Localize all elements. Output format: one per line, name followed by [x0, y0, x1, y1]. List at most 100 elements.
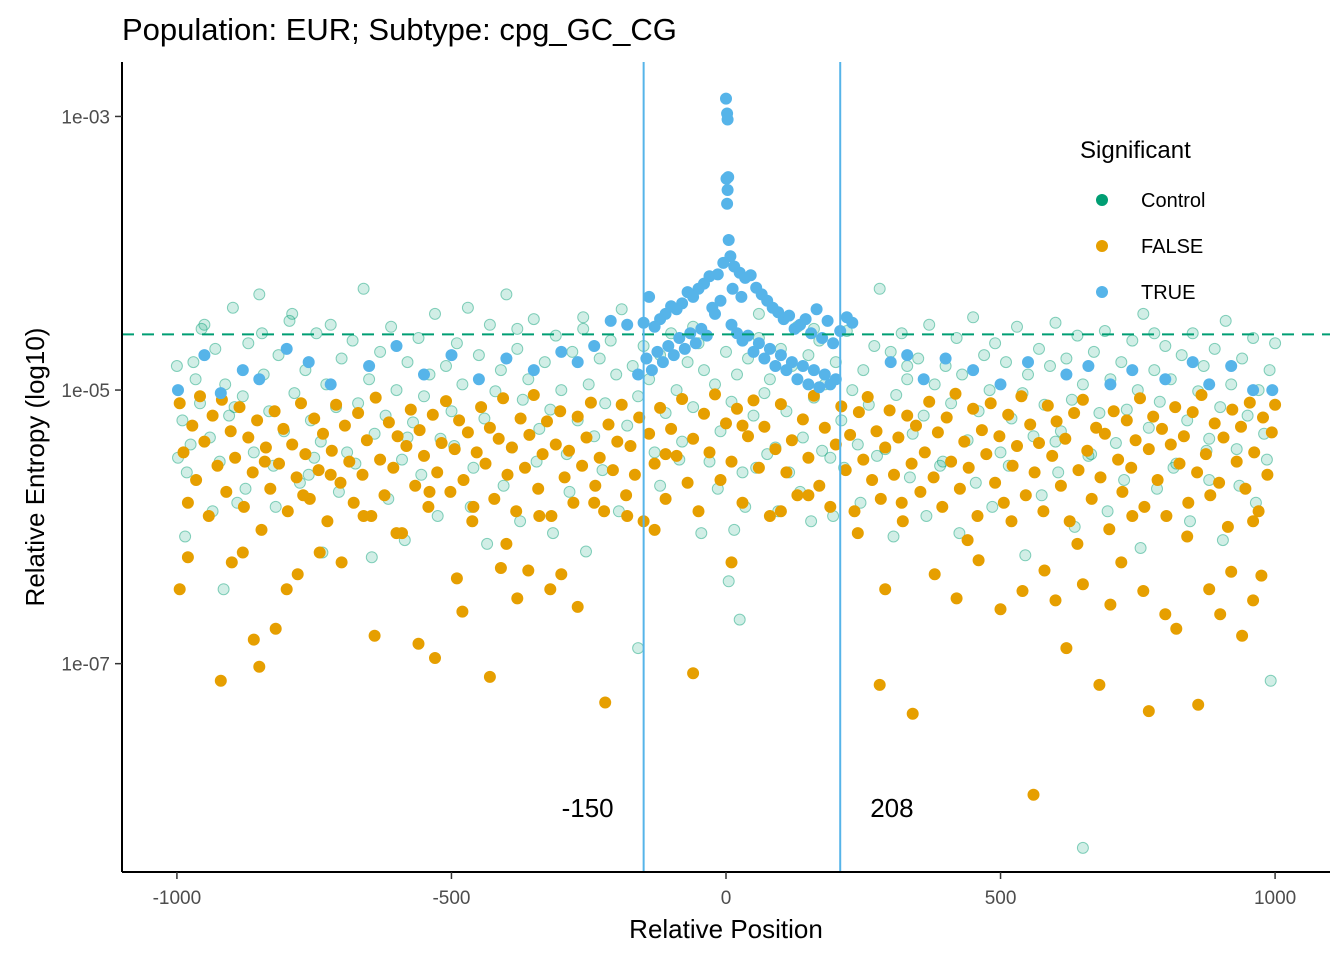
point-control: [596, 464, 609, 477]
point-false: [549, 438, 562, 451]
point-false: [479, 457, 492, 470]
point-false: [785, 434, 798, 447]
point-false: [290, 471, 303, 484]
point-control: [223, 409, 236, 422]
point-false: [194, 390, 206, 403]
point-false: [308, 412, 321, 425]
point-false: [1239, 482, 1252, 495]
point-false: [844, 428, 857, 441]
point-control: [563, 485, 576, 498]
point-false: [426, 408, 439, 421]
point-true: [758, 352, 771, 365]
point-false: [1071, 537, 1084, 550]
point-false: [247, 633, 260, 646]
point-false: [1252, 505, 1265, 518]
point-false: [588, 496, 601, 509]
point-false: [494, 562, 507, 574]
point-true: [1104, 378, 1117, 391]
point-false: [736, 419, 749, 432]
point-false: [1129, 434, 1142, 447]
point-control: [272, 349, 285, 362]
point-false: [1204, 489, 1217, 502]
point-false: [1115, 556, 1128, 569]
point-false: [1107, 405, 1120, 418]
point-false: [299, 448, 312, 461]
point-false: [522, 564, 535, 577]
point-false: [510, 505, 523, 518]
point-true: [1247, 384, 1260, 397]
point-control: [209, 342, 222, 355]
point-control: [269, 500, 282, 513]
point-control: [1076, 378, 1089, 391]
point-true: [1022, 356, 1034, 369]
point-control: [1241, 409, 1254, 422]
point-control: [429, 307, 441, 320]
point-false: [997, 496, 1010, 509]
point-true: [695, 322, 708, 335]
point-true: [527, 364, 540, 377]
point-false: [313, 546, 326, 559]
point-control: [901, 360, 914, 372]
point-false: [1085, 492, 1098, 505]
point-false: [901, 409, 914, 422]
point-false: [1221, 520, 1234, 533]
point-true: [472, 373, 485, 386]
point-control: [1159, 340, 1172, 352]
point-control: [901, 373, 914, 386]
point-false: [621, 510, 634, 522]
point-false: [214, 674, 227, 687]
point-control: [566, 345, 579, 358]
point-control: [1181, 414, 1194, 427]
point-true: [721, 197, 734, 210]
point-false: [910, 419, 922, 432]
point-control: [198, 318, 211, 331]
point-control: [283, 314, 296, 327]
legend-label-control: Control: [1141, 190, 1205, 212]
point-false: [659, 492, 672, 505]
point-true: [172, 384, 184, 397]
point-control: [179, 530, 192, 543]
point-false: [1257, 411, 1269, 424]
point-true: [555, 345, 568, 358]
point-control: [934, 459, 947, 472]
point-false: [972, 554, 985, 567]
point-false: [1186, 406, 1199, 419]
point-false: [500, 537, 513, 550]
point-false: [335, 556, 348, 569]
series-true: [172, 92, 1279, 400]
point-false: [802, 489, 815, 502]
point-false: [807, 389, 820, 402]
point-false: [1015, 390, 1028, 403]
point-false: [457, 474, 470, 486]
point-control: [873, 282, 886, 295]
point-false: [931, 426, 944, 439]
point-false: [606, 464, 619, 477]
point-false: [242, 431, 255, 444]
point-true: [813, 381, 826, 394]
point-false: [665, 422, 678, 435]
point-false: [861, 391, 874, 403]
point-false: [382, 416, 395, 429]
point-false: [202, 510, 215, 522]
point-false: [448, 443, 461, 456]
point-false: [173, 397, 186, 410]
point-control: [994, 446, 1007, 459]
point-true: [805, 327, 818, 340]
point-false: [914, 485, 927, 498]
point-false: [567, 496, 580, 509]
point-true: [621, 318, 634, 331]
point-control: [390, 384, 403, 397]
point-false: [971, 510, 984, 522]
point-false: [703, 446, 716, 459]
point-false: [1126, 510, 1139, 522]
point-false: [505, 441, 518, 454]
point-false: [523, 428, 536, 441]
reference-lines: -150 208: [122, 62, 1330, 872]
point-control: [1011, 320, 1023, 333]
point-control: [1142, 421, 1155, 434]
point-false: [555, 568, 568, 581]
point-false: [418, 449, 430, 462]
point-control: [978, 349, 991, 362]
point-control: [1049, 316, 1062, 329]
point-false: [1159, 608, 1172, 621]
